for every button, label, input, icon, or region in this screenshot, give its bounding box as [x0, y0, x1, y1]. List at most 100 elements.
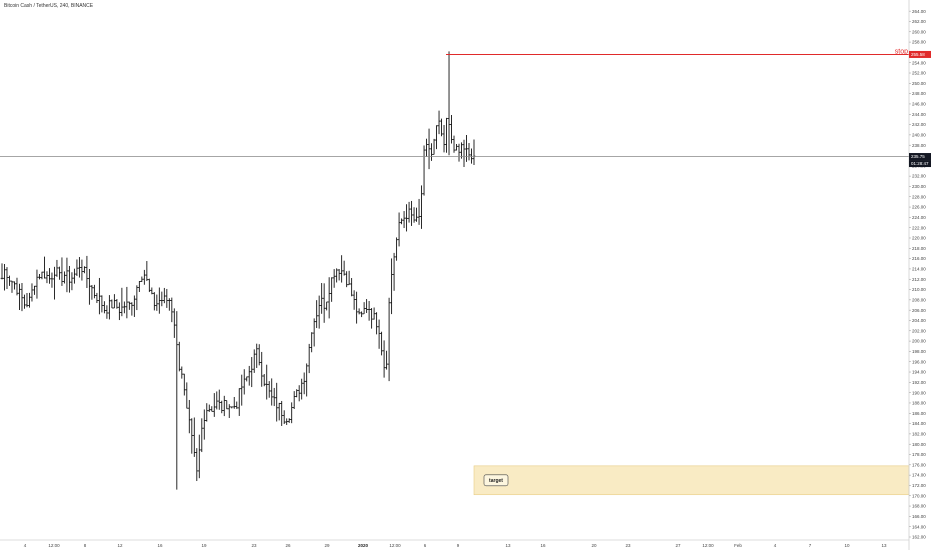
ohlc-bar — [182, 373, 186, 396]
ohlc-bar — [3, 264, 6, 291]
y-tick-label: 172.00 — [912, 483, 926, 488]
x-tick-label: 10 — [844, 543, 850, 548]
y-axis[interactable]: 264.00262.00260.00258.00256.00254.00252.… — [908, 0, 926, 550]
ohlc-bar — [455, 143, 458, 151]
ohlc-bar — [255, 343, 259, 368]
y-tick-label: 164.00 — [912, 524, 926, 529]
ohlc-bar — [240, 374, 244, 406]
ohlc-bar — [90, 285, 94, 300]
ohlc-bar — [287, 418, 291, 423]
ohlc-bar — [175, 311, 179, 490]
ohlc-bar — [97, 277, 101, 315]
ohlc-bar — [45, 271, 49, 284]
ohlc-bar — [10, 280, 14, 293]
ohlc-bar — [350, 278, 354, 297]
ohlc-bar — [427, 128, 431, 170]
x-axis[interactable]: 4 12:00 8 12 16 19 23 26 29 2020 12:00 6 9 13 16 20 23 27… — [0, 539, 909, 548]
y-tick-label: 190.00 — [912, 390, 926, 395]
ohlc-bar — [405, 204, 408, 232]
y-tick-label: 242.00 — [912, 122, 926, 127]
x-tick-label: 6 — [424, 543, 427, 548]
ohlc-bar — [230, 406, 234, 409]
ohlc-bar — [250, 357, 254, 388]
y-tick-label: 222.00 — [912, 225, 926, 230]
ohlc-bar — [465, 135, 468, 162]
y-tick-label: 218.00 — [912, 246, 926, 251]
y-tick-label: 180.00 — [912, 442, 926, 447]
ohlc-bar — [347, 270, 351, 286]
ohlc-bar — [125, 286, 129, 319]
ohlc-bar — [365, 299, 369, 313]
ohlc-bar — [412, 207, 416, 223]
ohlc-bar — [18, 283, 21, 310]
ohlc-bar — [63, 271, 66, 284]
ohlc-bar — [25, 293, 29, 308]
ohlc-bar — [392, 252, 396, 291]
x-tick-label: 2020 — [358, 543, 369, 548]
ohlc-bar — [425, 138, 428, 157]
ohlc-bar — [390, 258, 393, 315]
ohlc-bar — [80, 259, 84, 281]
x-tick-label: 13 — [881, 543, 887, 548]
ohlc-bar — [430, 143, 433, 161]
ohlc-bar — [40, 271, 44, 280]
ohlc-bar — [360, 311, 364, 318]
ohlc-bar — [415, 207, 418, 222]
y-tick-label: 214.00 — [912, 267, 926, 272]
ohlc-bar — [85, 255, 89, 288]
ohlc-bar — [445, 117, 448, 153]
ohlc-bar — [122, 301, 126, 314]
ohlc-bar — [202, 409, 206, 440]
ohlc-bar — [43, 256, 46, 279]
ohlc-bar — [257, 344, 261, 366]
ohlc-bar — [112, 294, 116, 309]
y-tick-label: 224.00 — [912, 215, 926, 220]
ohlc-bar — [58, 266, 61, 280]
ohlc-bar — [33, 285, 36, 295]
ohlc-bar — [180, 366, 184, 379]
target-zone[interactable] — [473, 465, 910, 496]
ohlc-bar — [105, 305, 109, 319]
ohlc-bar — [325, 301, 329, 311]
x-tick-label: 12 — [117, 543, 123, 548]
ohlc-bar — [295, 389, 299, 398]
y-tick-label: 230.00 — [912, 184, 926, 189]
ohlc-bar — [95, 292, 99, 304]
x-tick-label: 4 — [24, 543, 27, 548]
ohlc-bar — [402, 211, 406, 229]
target-zone-layer: target — [473, 465, 910, 496]
ohlc-bar — [302, 372, 306, 395]
ohlc-bar — [38, 274, 41, 280]
y-tick-label: 244.00 — [912, 112, 926, 117]
ohlc-bar — [222, 395, 226, 417]
ohlc-bar — [48, 268, 51, 284]
ohlc-bar — [420, 185, 423, 229]
ohlc-bar — [155, 294, 159, 311]
ohlc-bar — [397, 212, 401, 247]
ohlc-bar — [312, 318, 316, 347]
ohlc-bar — [440, 118, 443, 137]
ohlc-bar — [470, 148, 473, 164]
ohlc-bar — [337, 269, 341, 281]
x-tick-label: 8 — [84, 543, 87, 548]
ohlc-bar — [370, 308, 374, 329]
y-tick-label: 186.00 — [912, 411, 926, 416]
ohlc-bar — [442, 125, 446, 153]
ohlc-bar — [205, 403, 209, 422]
ohlc-bar — [50, 272, 54, 288]
ohlc-bar — [73, 268, 76, 284]
ohlc-bar — [315, 300, 319, 329]
ohlc-bar — [327, 277, 331, 319]
y-tick-label: 238.00 — [912, 143, 926, 148]
y-tick-label: 220.00 — [912, 236, 926, 241]
y-tick-label: 232.00 — [912, 174, 926, 179]
ohlc-bar — [472, 139, 476, 166]
y-tick-label: 260.00 — [912, 29, 926, 34]
y-tick-label: 194.00 — [912, 370, 926, 375]
ohlc-bar — [237, 388, 241, 416]
ohlc-bar — [380, 331, 383, 356]
ohlc-bar — [220, 400, 224, 414]
y-tick-label: 254.00 — [912, 60, 926, 65]
ohlc-bar — [382, 340, 386, 378]
